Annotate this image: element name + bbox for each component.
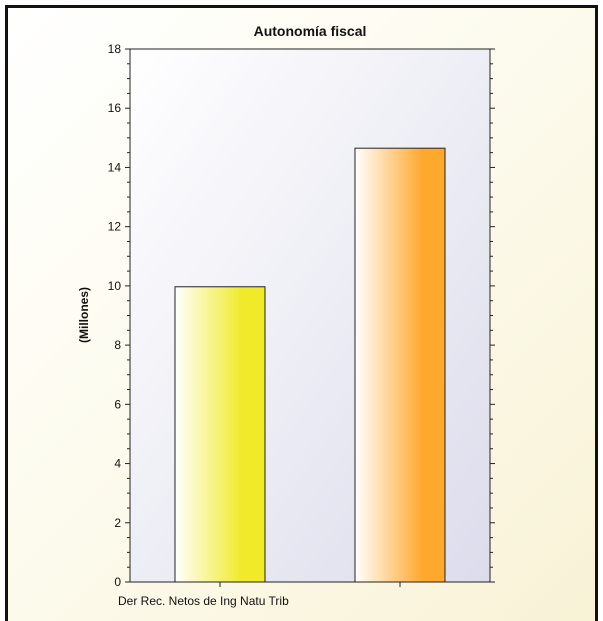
y-tick-label: 16 <box>108 101 122 115</box>
y-tick-label: 8 <box>114 338 121 352</box>
chart-title: Autonomía fiscal <box>254 23 367 39</box>
y-tick-label: 18 <box>108 42 122 56</box>
y-tick-labels: 0 2 4 6 8 10 12 14 16 18 <box>108 42 122 589</box>
y-tick-label: 4 <box>114 457 121 471</box>
y-tick-label: 0 <box>114 575 121 589</box>
category-labels: Der Rec. Netos de Ing Natu Trib <box>118 594 289 608</box>
y-axis-label: (Millones) <box>77 287 91 343</box>
category-label: Der Rec. Netos de Ing Natu Trib <box>118 594 289 608</box>
y-tick-label: 14 <box>108 160 122 174</box>
bar <box>354 147 446 583</box>
y-tick-label: 2 <box>114 516 121 530</box>
bar <box>174 286 266 583</box>
y-axis <box>125 48 495 583</box>
y-tick-label: 12 <box>108 220 122 234</box>
y-tick-label: 6 <box>114 397 121 411</box>
x-axis-ticks <box>219 582 401 587</box>
bars <box>174 147 446 583</box>
y-tick-label: 10 <box>108 279 122 293</box>
